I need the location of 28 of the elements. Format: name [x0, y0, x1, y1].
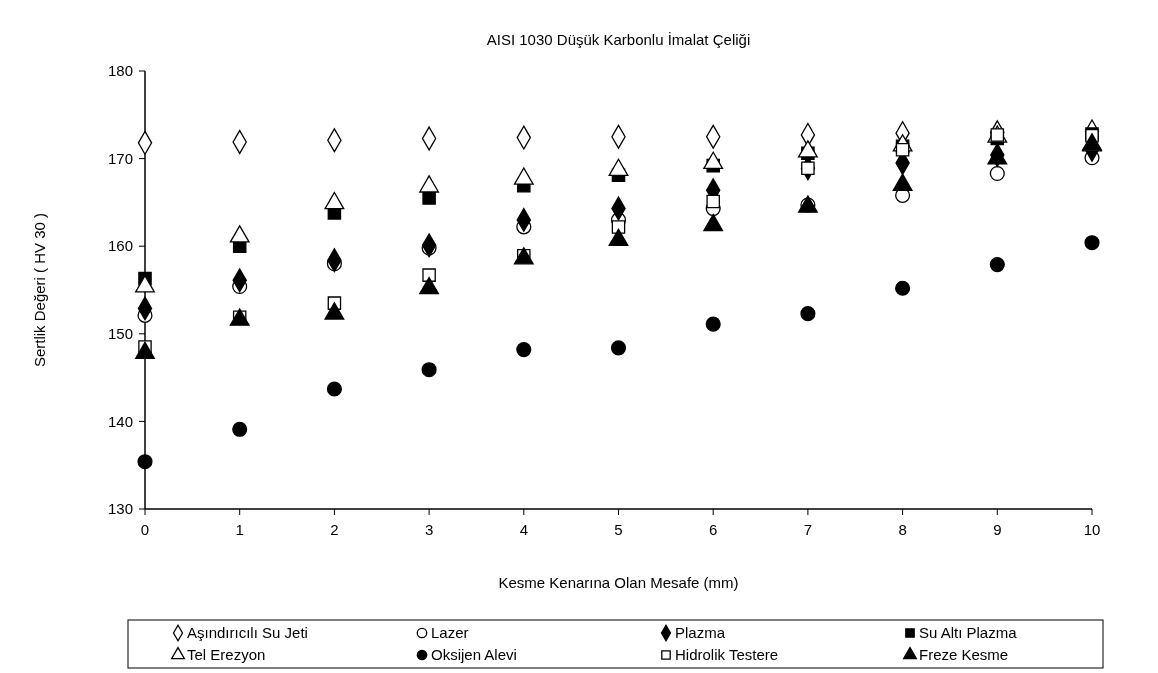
x-tick-label: 8	[898, 521, 907, 538]
x-axis-title: Kesme Kenarına Olan Mesafe (mm)	[498, 574, 739, 591]
legend-label: Hidrolik Testere	[675, 646, 779, 664]
y-tick-label: 140	[107, 412, 133, 430]
x-tick-label: 5	[614, 521, 623, 538]
y-tick-label: 130	[107, 500, 133, 518]
x-tick-label: 4	[519, 521, 528, 538]
x-tick-label: 9	[993, 521, 1002, 538]
x-tick-label: 6	[709, 521, 718, 538]
legend-label: Tel Erezyon	[187, 646, 266, 664]
x-tick-label: 3	[424, 521, 434, 538]
y-tick-label: 170	[107, 149, 133, 167]
y-tick-label: 180	[107, 62, 133, 80]
x-tick-label: 1	[235, 521, 244, 538]
y-tick-label: 160	[107, 237, 133, 255]
x-tick-label: 0	[140, 521, 150, 538]
legend-label: Aşındırıcılı Su Jeti	[187, 624, 308, 642]
y-tick-label: 150	[107, 325, 133, 343]
legend-label: Lazer	[431, 624, 469, 642]
x-tick-label: 10	[1083, 521, 1101, 538]
y-axis-title: Sertlik Değeri ( HV 30 )	[31, 212, 48, 368]
legend-label: Plazma	[675, 624, 726, 642]
legend-label: Oksijen Alevi	[431, 646, 517, 664]
chart-title: AISI 1030 Düşük Karbonlu İmalat Çeliği	[486, 31, 751, 48]
legend-label: Freze Kesme	[919, 646, 1009, 664]
legend-label: Su Altı Plazma	[919, 624, 1018, 642]
x-tick-label: 7	[803, 521, 813, 538]
x-tick-label: 2	[330, 521, 339, 538]
